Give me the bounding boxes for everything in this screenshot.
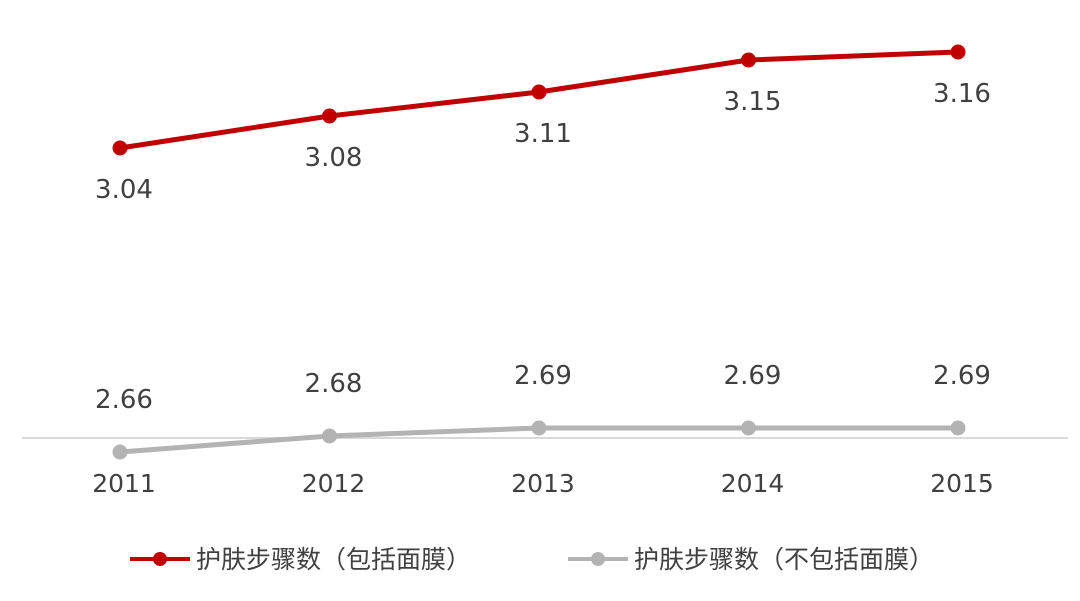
data-label-0-0: 3.04 (95, 175, 153, 205)
data-point-0-1[interactable] (322, 109, 337, 124)
data-point-0-0[interactable] (113, 141, 128, 156)
data-point-1-1[interactable] (322, 429, 337, 444)
data-label-0-3: 3.15 (724, 87, 782, 117)
legend-swatch-marker-1 (591, 552, 605, 566)
data-point-1-4[interactable] (951, 421, 966, 436)
legend-entry-0[interactable]: 护肤步骤数（包括面膜） (130, 545, 471, 574)
data-label-0-2: 3.11 (514, 119, 572, 149)
data-label-1-4: 2.69 (933, 361, 991, 391)
data-point-0-3[interactable] (741, 53, 756, 68)
x-axis-ticks: 2011 2012 2013 2014 2015 (92, 469, 994, 498)
legend-entry-1[interactable]: 护肤步骤数（不包括面膜） (568, 545, 934, 574)
data-label-0-4: 3.16 (933, 79, 991, 109)
legend-label-1: 护肤步骤数（不包括面膜） (634, 545, 934, 574)
data-point-0-4[interactable] (951, 45, 966, 60)
data-point-0-2[interactable] (532, 85, 547, 100)
data-point-1-3[interactable] (741, 421, 756, 436)
legend-label-0: 护肤步骤数（包括面膜） (196, 545, 471, 574)
x-tick-label-0: 2011 (92, 469, 156, 498)
data-label-1-0: 2.66 (95, 385, 153, 415)
x-tick-label-3: 2014 (721, 469, 785, 498)
series-0: 3.04 3.08 3.11 3.15 3.16 (95, 45, 991, 206)
x-tick-label-1: 2012 (302, 469, 366, 498)
series-layer: 3.04 3.08 3.11 3.15 3.16 2.66 2.68 2.69 2.69 2.69 (95, 45, 991, 460)
legend: 护肤步骤数（包括面膜） 护肤步骤数（不包括面膜） (130, 545, 934, 574)
legend-swatch-marker-0 (153, 552, 167, 566)
data-label-1-1: 2.68 (305, 369, 363, 399)
data-label-0-1: 3.08 (305, 143, 363, 173)
x-tick-label-2: 2013 (511, 469, 575, 498)
data-label-1-3: 2.69 (724, 361, 782, 391)
data-label-1-2: 2.69 (514, 361, 572, 391)
x-tick-label-4: 2015 (930, 469, 994, 498)
data-point-1-2[interactable] (532, 421, 547, 436)
data-point-1-0[interactable] (113, 445, 128, 460)
series-1: 2.66 2.68 2.69 2.69 2.69 (95, 361, 991, 460)
